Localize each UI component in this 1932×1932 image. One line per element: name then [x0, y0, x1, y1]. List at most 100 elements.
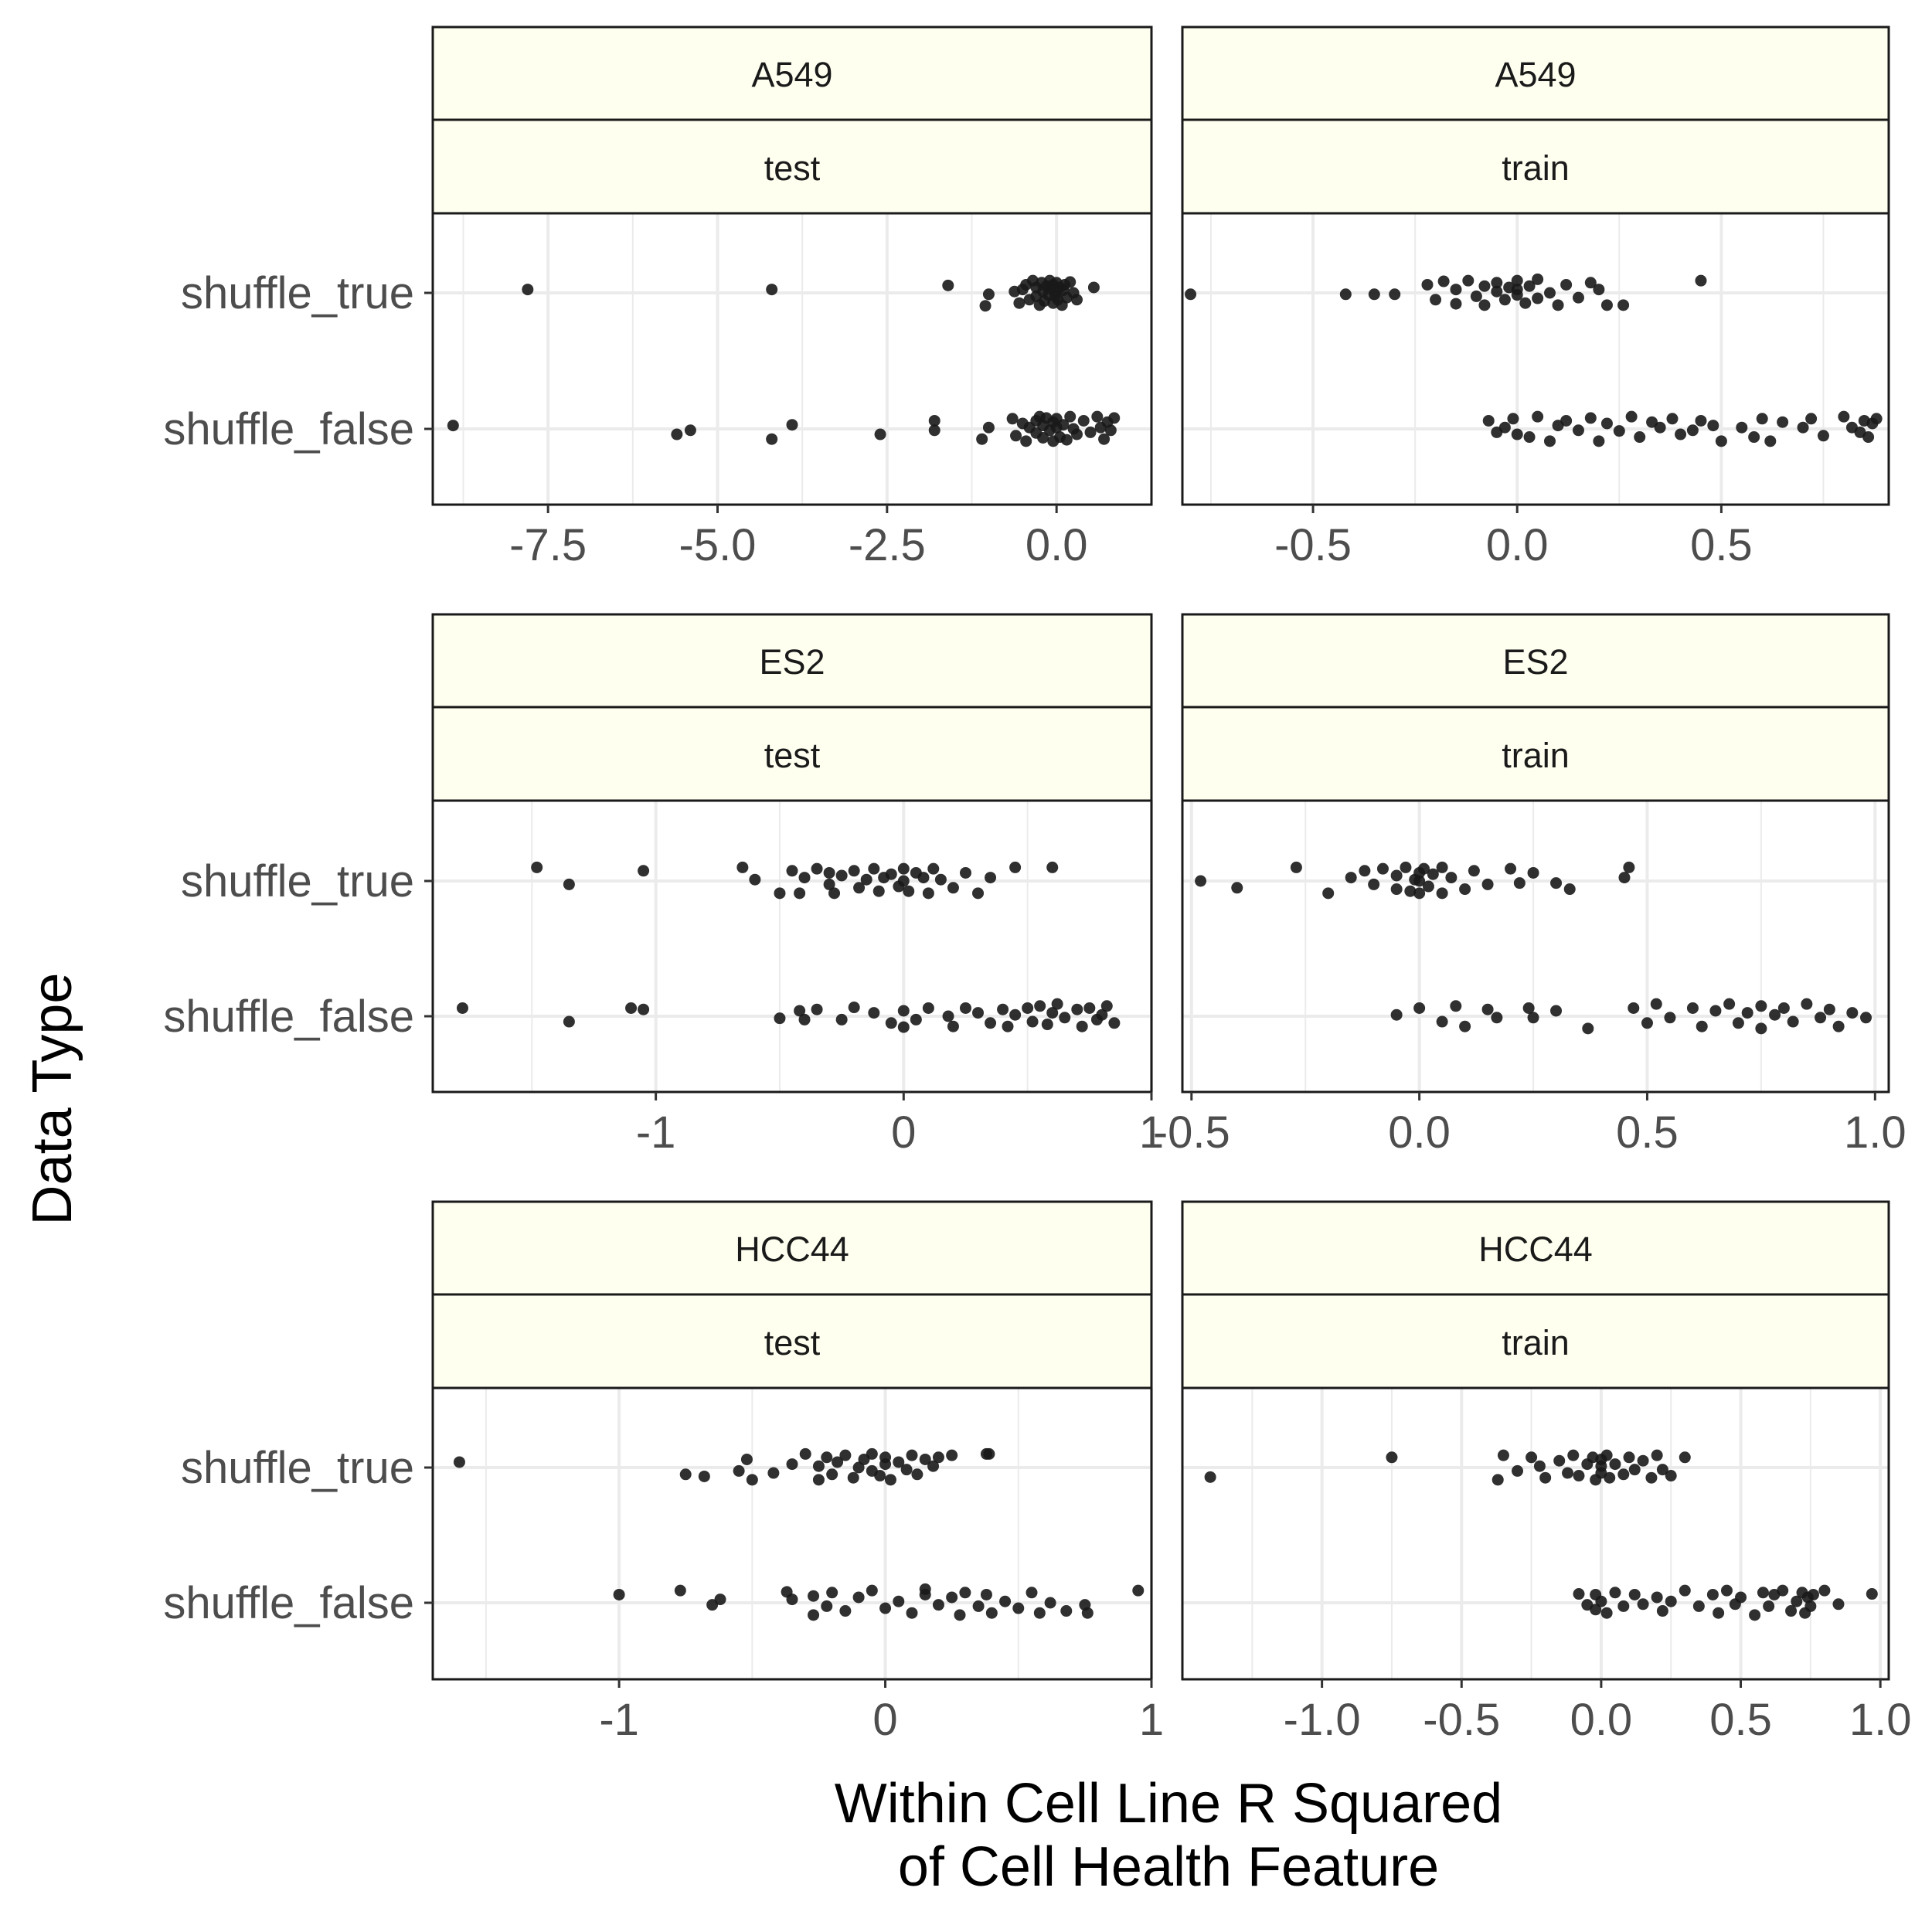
- data-point-shuffle_true: [1427, 868, 1439, 880]
- data-point-shuffle_true: [983, 1447, 995, 1460]
- x-tick-label: -0.5: [1153, 1107, 1230, 1158]
- data-point-shuffle_true: [798, 872, 811, 884]
- data-point-shuffle_true: [823, 878, 835, 890]
- data-point-shuffle_false: [684, 424, 696, 437]
- y-tick-label-shuffle_false: shuffle_false: [163, 404, 414, 454]
- data-point-shuffle_true: [1600, 299, 1613, 311]
- data-point-shuffle_false: [906, 1607, 918, 1619]
- data-point-shuffle_false: [1650, 998, 1662, 1010]
- data-point-shuffle_true: [927, 1460, 940, 1472]
- data-point-shuffle_false: [1757, 1587, 1769, 1599]
- data-point-shuffle_true: [1437, 275, 1450, 287]
- data-point-shuffle_true: [1560, 278, 1573, 291]
- data-point-shuffle_false: [928, 424, 940, 437]
- data-point-shuffle_false: [1787, 1015, 1799, 1028]
- data-point-shuffle_true: [1527, 866, 1539, 879]
- data-point-shuffle_false: [1777, 1584, 1789, 1597]
- data-point-shuffle_true: [1468, 865, 1480, 877]
- data-point-shuffle_true: [1009, 861, 1022, 873]
- data-point-shuffle_false: [1108, 1017, 1121, 1029]
- data-point-shuffle_true: [1390, 883, 1403, 896]
- data-point-shuffle_true: [749, 873, 761, 886]
- panel-background: [1182, 801, 1889, 1092]
- data-point-shuffle_false: [1060, 434, 1073, 446]
- data-point-shuffle_true: [1656, 1464, 1668, 1476]
- x-tick-label: -0.5: [1423, 1695, 1500, 1745]
- data-point-shuffle_false: [959, 1587, 971, 1599]
- data-point-shuffle_true: [799, 1447, 811, 1460]
- data-point-shuffle_true: [1413, 875, 1426, 887]
- data-point-shuffle_true: [868, 862, 880, 875]
- data-point-shuffle_false: [1037, 431, 1049, 444]
- data-point-shuffle_true: [1573, 1470, 1585, 1482]
- data-point-shuffle_true: [932, 1451, 944, 1464]
- data-point-shuffle_true: [774, 887, 786, 900]
- data-point-shuffle_false: [1046, 1007, 1059, 1019]
- data-point-shuffle_true: [942, 279, 954, 291]
- data-point-shuffle_true: [897, 862, 910, 875]
- data-point-shuffle_true: [1064, 276, 1077, 288]
- data-point-shuffle_false: [1777, 416, 1789, 428]
- data-point-shuffle_false: [874, 428, 886, 440]
- data-point-shuffle_true: [847, 1471, 859, 1484]
- data-point-shuffle_true: [1368, 878, 1380, 890]
- data-point-shuffle_true: [1533, 1460, 1546, 1472]
- data-point-shuffle_true: [934, 873, 947, 886]
- data-point-shuffle_false: [1755, 1000, 1767, 1012]
- data-point-shuffle_false: [808, 1590, 820, 1602]
- data-point-shuffle_false: [1651, 1591, 1663, 1604]
- data-point-shuffle_true: [1470, 290, 1482, 302]
- data-point-shuffle_false: [1098, 433, 1111, 445]
- data-point-shuffle_false: [1026, 1015, 1039, 1028]
- data-point-shuffle_false: [1532, 410, 1544, 423]
- data-point-shuffle_true: [1609, 1458, 1621, 1471]
- data-point-shuffle_true: [1400, 861, 1412, 873]
- facet-panel-ES2-train: ES2 train -0.5 0.0 0.5 1.0: [1153, 613, 1906, 1158]
- data-point-shuffle_false: [1665, 1595, 1677, 1607]
- data-point-shuffle_false: [1807, 1588, 1819, 1600]
- data-point-shuffle_true: [1491, 277, 1503, 289]
- data-point-shuffle_true: [866, 1447, 878, 1460]
- data-point-shuffle_false: [1692, 1600, 1705, 1612]
- data-point-shuffle_true: [766, 284, 778, 296]
- facet-panel-A549-train: A549 train -0.5 0.0 0.5: [1181, 26, 1890, 570]
- data-point-shuffle_true: [1623, 1451, 1635, 1464]
- panel-background: [1182, 213, 1889, 505]
- data-point-shuffle_false: [1720, 1584, 1733, 1597]
- data-point-shuffle_true: [839, 1449, 852, 1461]
- data-point-shuffle_true: [835, 869, 848, 882]
- data-point-shuffle_false: [1104, 424, 1117, 437]
- panel-border: [431, 212, 1153, 506]
- data-point-shuffle_false: [1862, 431, 1875, 444]
- data-point-shuffle_true: [1413, 887, 1426, 900]
- data-point-shuffle_false: [1132, 1584, 1145, 1597]
- data-point-shuffle_false: [1715, 435, 1727, 447]
- data-point-shuffle_false: [866, 1584, 878, 1597]
- y-tick-label-shuffle_false: shuffle_false: [163, 1578, 414, 1628]
- data-point-shuffle_false: [1076, 1020, 1088, 1032]
- x-tick-label: 0.5: [1709, 1695, 1772, 1745]
- data-point-shuffle_false: [1044, 1597, 1056, 1609]
- data-point-shuffle_false: [1012, 1602, 1025, 1614]
- data-point-shuffle_false: [985, 1017, 997, 1029]
- data-point-shuffle_false: [1823, 1003, 1835, 1015]
- strip-label-data-split: train: [1502, 1323, 1570, 1362]
- data-point-shuffle_false: [638, 1003, 650, 1015]
- data-point-shuffle_true: [927, 862, 940, 875]
- data-point-shuffle_false: [1769, 1009, 1781, 1021]
- panel-border: [1181, 1386, 1890, 1681]
- data-point-shuffle_true: [1376, 862, 1389, 875]
- data-point-shuffle_true: [1492, 1474, 1504, 1486]
- data-point-shuffle_true: [746, 1474, 758, 1486]
- facet-panel-HCC44-train: HCC44 train -1.0 -0.5 0.0 0.5 1.0: [1181, 1200, 1911, 1745]
- strip-data-split: [431, 1293, 1153, 1389]
- data-point-shuffle_false: [1609, 1587, 1621, 1599]
- data-point-shuffle_true: [1600, 1449, 1613, 1461]
- panel-background: [433, 801, 1151, 1092]
- data-point-shuffle_false: [1491, 1012, 1503, 1024]
- strip-label-data-split: train: [1502, 148, 1570, 188]
- data-point-shuffle_false: [1083, 1002, 1096, 1014]
- data-point-shuffle_true: [979, 300, 992, 312]
- data-point-shuffle_true: [1505, 862, 1517, 875]
- data-point-shuffle_false: [1675, 428, 1687, 440]
